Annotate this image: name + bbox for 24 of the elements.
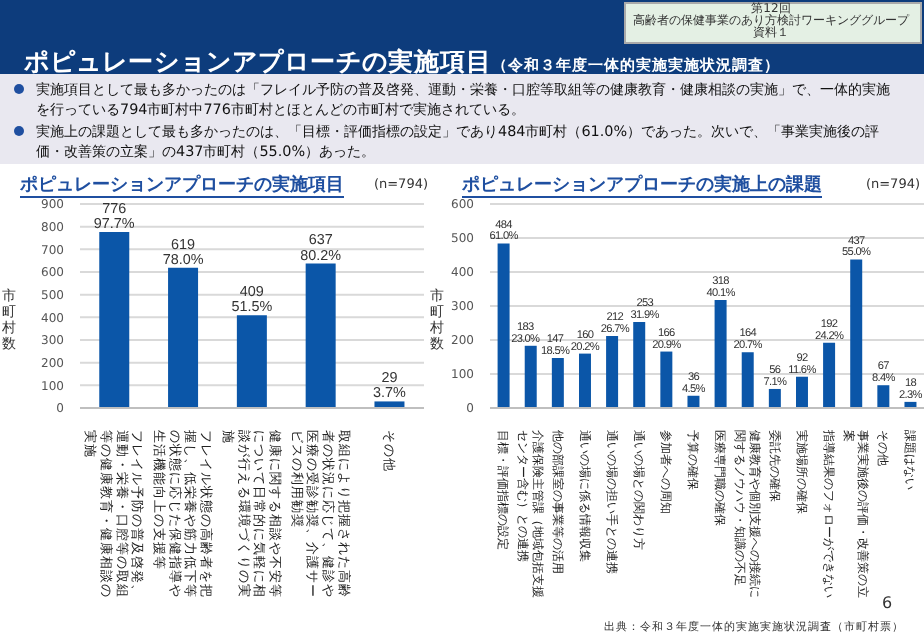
chart-title: ポピュレーションアプローチの実施上の課題 — [462, 176, 822, 198]
bar — [99, 232, 130, 408]
bar — [768, 388, 781, 408]
bar — [877, 385, 890, 408]
text: 6 — [882, 594, 893, 612]
bar — [524, 345, 537, 408]
bar — [660, 351, 673, 408]
bar — [374, 401, 405, 408]
bar — [850, 259, 863, 408]
chart-title: ポピュレーションアプローチの実施項目 — [20, 176, 344, 198]
bar — [823, 342, 836, 408]
bar — [606, 335, 619, 408]
bar — [305, 263, 336, 408]
bar — [741, 352, 754, 408]
bar — [714, 299, 727, 408]
bar — [497, 243, 510, 408]
bar — [633, 321, 646, 408]
text: ポピュレーションアプローチの実施項目 — [24, 46, 492, 76]
bar — [795, 376, 808, 408]
bar — [551, 358, 564, 408]
bar — [236, 315, 267, 408]
bar — [578, 353, 591, 408]
bar — [168, 267, 199, 408]
bar — [687, 395, 700, 408]
